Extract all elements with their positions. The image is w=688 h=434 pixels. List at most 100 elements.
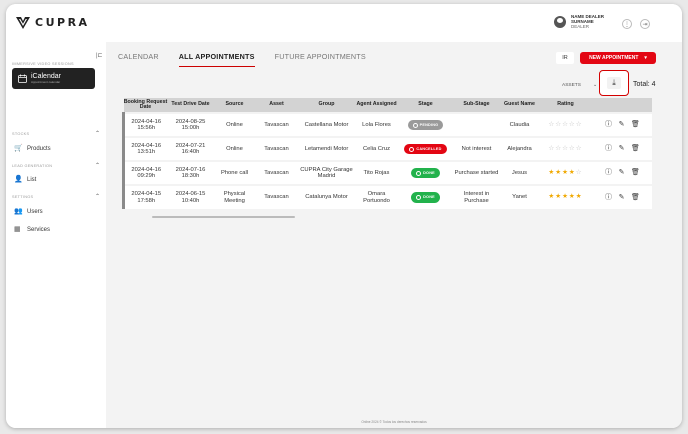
sidebar-item-label: Users [27,208,43,215]
stage-badge: DONE [411,167,440,179]
stage-badge: CANCELLED [404,143,447,155]
cupra-logo-icon [16,16,30,29]
edit-icon[interactable]: ✎ [618,145,625,153]
cell-test-drive: 2024-06-15 10:40h [167,184,214,209]
info-icon[interactable]: ⓘ [605,145,612,153]
cell-actions: ⓘ ✎ 🗑 [591,184,652,209]
column-header: Asset [255,98,298,113]
user-role: DEALER [571,24,590,29]
edit-icon[interactable]: ✎ [618,193,625,201]
chevron-up-icon[interactable]: ⌃ [95,131,101,137]
download-button-highlight[interactable]: ⤓ [599,70,629,96]
chevron-up-icon[interactable]: ⌃ [95,194,101,200]
cell-booking: 2024-04-16 15:56h [122,112,168,137]
cell-agent: Tito Rojas [355,160,398,185]
delete-icon[interactable]: 🗑 [631,169,640,177]
cell-guest: Yanet [499,184,540,209]
cell-stage: PENDING [397,112,454,137]
status-icon [412,122,418,128]
rating-stars: ★★★★★ [548,193,583,201]
more-options-icon[interactable]: ⋮ [622,19,632,29]
cell-substage [453,112,500,137]
stage-badge: PENDING [407,119,444,131]
cell-test-drive: 2024-07-21 16:40h [167,136,214,161]
sidebar-item-label: Services [27,226,51,233]
tab-all-appointments[interactable]: ALL APPOINTMENTS [178,52,255,67]
star-icon: ☆ [575,168,583,176]
info-icon[interactable]: ⓘ [605,121,612,129]
cell-asset: Tavascan [255,160,298,185]
delete-icon[interactable]: 🗑 [631,121,640,129]
star-icon: ☆ [555,120,563,128]
column-header: Sub-Stage [453,98,500,113]
appointments-table: Booking Request Date Test Drive Date Sourc… [122,98,652,209]
section-stocks: STOCKS [12,132,30,136]
cell-stage: CANCELLED [397,136,454,161]
cell-stage: DONE [397,184,454,209]
cell-asset: Tavascan [255,184,298,209]
cell-agent: Lola Flores [355,112,398,137]
cupra-logo[interactable]: CUPRA [16,16,90,29]
new-appointment-label: NEW APPOINTMENT [589,55,639,61]
rating-stars: ★★★★☆ [548,169,582,176]
assets-select[interactable]: ASSETS ⌄ [556,79,598,91]
cell-guest: Alejandra [499,136,540,161]
cell-booking: 2024-04-15 17:58h [122,184,168,209]
horizontal-scrollbar[interactable] [152,216,295,218]
cell-rating: ★★★★★ [539,184,592,209]
footer: Online 2024 © Todos los derechos reserva… [361,420,427,424]
edit-icon[interactable]: ✎ [618,169,625,177]
ir-button[interactable]: IR [556,52,574,64]
cell-stage: DONE [397,160,454,185]
sidebar-item-icalendar[interactable]: iCalendar Appointment calendar [12,68,95,89]
chevron-up-icon[interactable]: ⌃ [95,163,101,169]
chevron-down-icon: ⌄ [592,82,597,88]
stage-label: PENDING [419,122,439,127]
cell-actions: ⓘ ✎ 🗑 [591,112,652,137]
cell-rating: ★★★★☆ [539,160,592,185]
logout-icon[interactable]: ⇥ [640,19,650,29]
cell-source: Phone call [213,160,256,185]
star-icon: ☆ [562,144,569,152]
cell-source: Online [213,112,256,137]
table-row[interactable]: 2024-04-15 17:58h 2024-06-15 10:40h Physic… [122,184,652,209]
new-appointment-button[interactable]: NEW APPOINTMENT ▾ [580,52,656,64]
section-lead-generation: LEAD GENERATION [12,164,53,168]
star-icon: ★ [568,168,576,176]
info-icon[interactable]: ⓘ [605,169,612,177]
user-info: NAME DEALER SURNAME DEALER [571,14,604,29]
logo-text: CUPRA [35,16,90,29]
icalendar-title: iCalendar [31,73,61,80]
tab-future-appointments[interactable]: FUTURE APPOINTMENTS [274,52,366,61]
star-icon: ★ [548,168,556,176]
edit-icon[interactable]: ✎ [618,121,625,129]
top-bar: CUPRA NAME DEALER SURNAME DEALER ⋮ ⇥ [6,4,682,42]
download-icon: ⤓ [607,77,621,89]
tab-calendar[interactable]: CALENDAR [118,52,159,61]
table-row[interactable]: 2024-04-16 13:51h 2024-07-21 16:40h Online… [122,136,652,161]
cell-booking: 2024-04-16 09:29h [122,160,168,185]
stage-label: CANCELLED [416,146,442,151]
sidebar-item-label: List [27,176,37,183]
cell-test-drive: 2024-08-25 15:00h [167,112,214,137]
star-icon: ☆ [575,120,583,128]
delete-icon[interactable]: 🗑 [631,145,640,153]
cell-test-drive: 2024-07-16 18:30h [167,160,214,185]
sidebar-collapse-icon[interactable]: |⊏ [96,53,103,59]
star-icon: ☆ [548,120,556,128]
delete-icon[interactable]: 🗑 [631,193,640,201]
table-header: Booking Request Date Test Drive Date Sourc… [123,98,652,113]
sidebar: |⊏ IMMERSIVE VIDEO SESSIONS iCalendar Ap… [6,42,106,428]
info-icon[interactable]: ⓘ [605,193,612,201]
table-row[interactable]: 2024-04-16 09:29h 2024-07-16 18:30h Phone … [122,160,652,185]
cell-group: Catalunya Motor [297,184,356,209]
sidebar-item-list[interactable]: 👤 List [14,176,36,183]
star-icon: ☆ [555,144,563,152]
sidebar-item-products[interactable]: 🛒 Products [14,145,51,152]
cell-substage: Not interest [453,136,500,161]
table-row[interactable]: 2024-04-16 15:56h 2024-08-25 15:00h Online… [122,112,652,137]
sidebar-item-services[interactable]: ▦ Services [14,226,50,233]
sidebar-item-users[interactable]: 👥 Users [14,208,43,215]
user-profile[interactable]: NAME DEALER SURNAME DEALER [554,14,604,29]
star-icon: ★ [575,193,583,201]
